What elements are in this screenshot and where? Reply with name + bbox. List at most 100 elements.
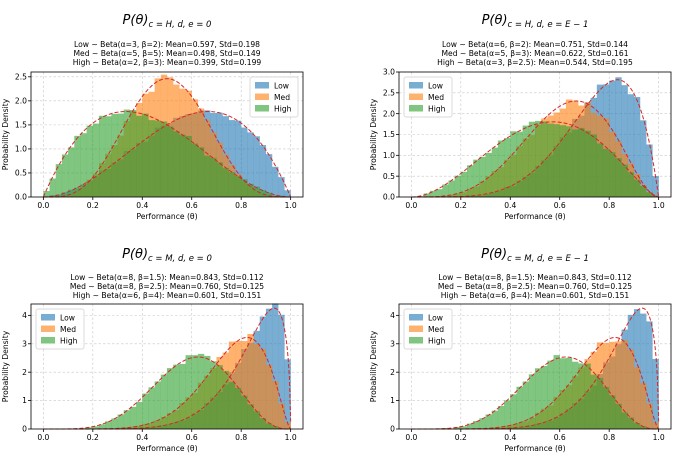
histogram-bar-high — [510, 131, 517, 197]
histogram-bar-high — [473, 159, 480, 197]
histogram-bar-high — [173, 131, 180, 197]
histogram-bar-high — [467, 423, 474, 429]
chart-subtitle-line: Med ~ Beta(α=5, β=5): Mean=0.498, Std=0.… — [73, 49, 260, 58]
plot-frame — [30, 71, 304, 198]
histogram-bar-high — [621, 164, 628, 197]
histogram-bar-high — [235, 176, 242, 197]
histogram-bar-low — [640, 313, 647, 429]
histogram-bar-high — [528, 121, 536, 197]
histogram-bar-high — [609, 395, 616, 429]
y-tick-label: 0.0 — [15, 193, 27, 202]
x-tick-label: 1.0 — [653, 201, 665, 210]
histogram-bar-low — [652, 359, 659, 429]
histogram-bar-high — [148, 387, 155, 429]
histogram-bar-med — [627, 349, 635, 429]
histogram-bar-med — [633, 367, 641, 429]
legend-swatch-low — [41, 314, 55, 321]
histogram-bar-high — [253, 411, 260, 429]
histogram-bar-high — [516, 131, 523, 197]
histogram-bar-high — [154, 381, 161, 429]
histogram-bar-high — [640, 426, 647, 429]
histogram-bar-high — [646, 192, 653, 197]
histogram-bar-high — [448, 180, 455, 197]
histogram-bar-high — [572, 361, 579, 429]
histogram-bar-low — [627, 94, 635, 197]
y-tick-label: 3.0 — [383, 68, 395, 77]
histogram-bar-high — [603, 148, 610, 197]
histogram-bar-low — [284, 359, 291, 429]
y-tick-label: 1.5 — [383, 130, 395, 139]
histogram-bar-med — [646, 403, 653, 429]
histogram-bar-high — [204, 155, 211, 197]
histogram-bar-high — [467, 165, 474, 197]
histogram-bar-med — [247, 333, 254, 429]
histogram-bar-low — [272, 303, 279, 429]
legend-label-med: Med — [274, 93, 290, 102]
legend-swatch-low — [409, 314, 423, 321]
histogram-bar-high — [92, 123, 100, 197]
histogram-bar-low — [241, 127, 248, 197]
histogram-bar-med — [640, 383, 647, 429]
histogram-bar-med — [621, 340, 628, 429]
histogram-bar-high — [578, 127, 585, 197]
y-axis-label: Probability Density — [369, 330, 378, 402]
x-axis-label: Performance (θ) — [504, 444, 565, 453]
plot-frame — [30, 303, 304, 430]
histogram-bar-high — [129, 406, 137, 429]
histogram-bar-med — [278, 403, 285, 429]
histogram-bar-high — [547, 123, 554, 197]
histogram-bar-high — [265, 192, 273, 197]
y-tick-label: 4 — [390, 311, 395, 320]
histogram-bar-high — [191, 143, 199, 197]
x-tick-label: 0.8 — [603, 433, 615, 442]
chart-title: P(θ)c = H, d, e = 0 — [123, 13, 212, 30]
legend: Low Med High — [403, 76, 453, 118]
histogram-bar-high — [43, 191, 50, 197]
x-tick-label: 0.0 — [37, 201, 49, 210]
chart-title: P(θ)c = M, d, e = E − 1 — [481, 247, 589, 264]
histogram-bar-low — [640, 120, 647, 197]
x-tick-label: 0.0 — [405, 433, 417, 442]
x-tick-label: 0.2 — [87, 433, 99, 442]
histogram-bar-high — [136, 115, 143, 197]
y-tick-label: 0 — [390, 425, 395, 434]
y-tick-label: 2.5 — [15, 72, 27, 81]
legend-label-low: Low — [274, 81, 289, 90]
histogram-bar-high — [99, 115, 106, 197]
pdf-curve-med — [43, 78, 291, 198]
histogram-bar-high — [627, 417, 635, 429]
histogram-bar-high — [553, 124, 560, 197]
histogram-bar-med — [253, 343, 260, 429]
histogram-bar-high — [565, 357, 573, 429]
histogram-bar-high — [86, 427, 93, 429]
chart-subtitle-line: Med ~ Beta(α=8, β=2.5): Mean=0.760, Std=… — [70, 282, 264, 291]
legend-label-low: Low — [428, 81, 443, 90]
legend-swatch-high — [41, 337, 55, 344]
y-tick-label: 2.0 — [15, 96, 27, 105]
y-tick-label: 2.0 — [383, 109, 395, 118]
chart-subtitle-line: Low ~ Beta(α=6, β=2): Mean=0.751, Std=0.… — [442, 40, 628, 49]
pdf-curve-low — [411, 307, 660, 430]
histogram-bar-high — [627, 172, 635, 197]
histogram-bar-med — [259, 349, 267, 429]
histogram-bar-high — [136, 401, 143, 429]
histogram-bar-high — [485, 152, 492, 197]
chart-panel-3: P(θ)c = M, d, e = 0 Low ~ Beta(α=8, β=1.5… — [1, 247, 304, 453]
histogram-bar-high — [547, 360, 554, 429]
histogram-bar-high — [241, 179, 248, 197]
histogram-bar-high — [55, 164, 63, 197]
histogram-bar-high — [510, 394, 517, 429]
pdf-curve-high — [43, 356, 291, 430]
y-tick-label: 1.5 — [15, 120, 27, 129]
histogram-bar-low — [265, 154, 273, 197]
y-tick-label: 0.0 — [383, 193, 395, 202]
x-axis-label: Performance (θ) — [504, 212, 565, 221]
histogram-bar-high — [247, 404, 254, 429]
legend-label-high: High — [428, 104, 446, 113]
histogram-bar-high — [497, 406, 505, 429]
histogram-bar-low — [228, 120, 236, 197]
legend: Low Med High — [35, 308, 85, 350]
histogram-bar-low — [652, 176, 659, 197]
histogram-bar-high — [541, 121, 548, 197]
histogram-bar-med — [284, 422, 291, 429]
